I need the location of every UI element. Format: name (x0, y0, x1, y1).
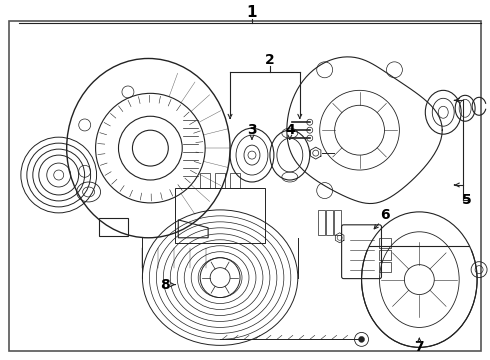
Circle shape (359, 336, 365, 342)
Bar (318, 210, 325, 235)
Text: 8: 8 (160, 278, 170, 292)
Text: 1: 1 (247, 5, 257, 20)
Bar (379, 250, 392, 260)
Text: 2: 2 (265, 54, 275, 67)
Bar (379, 262, 392, 272)
Bar (215, 173, 225, 188)
Bar (334, 210, 341, 235)
Text: 5: 5 (462, 193, 472, 207)
Text: 6: 6 (380, 208, 389, 222)
Bar (230, 173, 240, 188)
Bar (175, 188, 265, 243)
Text: 4: 4 (285, 123, 294, 137)
Text: 7: 7 (415, 340, 424, 354)
Bar (200, 173, 210, 188)
Bar (379, 238, 392, 248)
Text: 3: 3 (247, 123, 257, 137)
Bar (326, 210, 333, 235)
